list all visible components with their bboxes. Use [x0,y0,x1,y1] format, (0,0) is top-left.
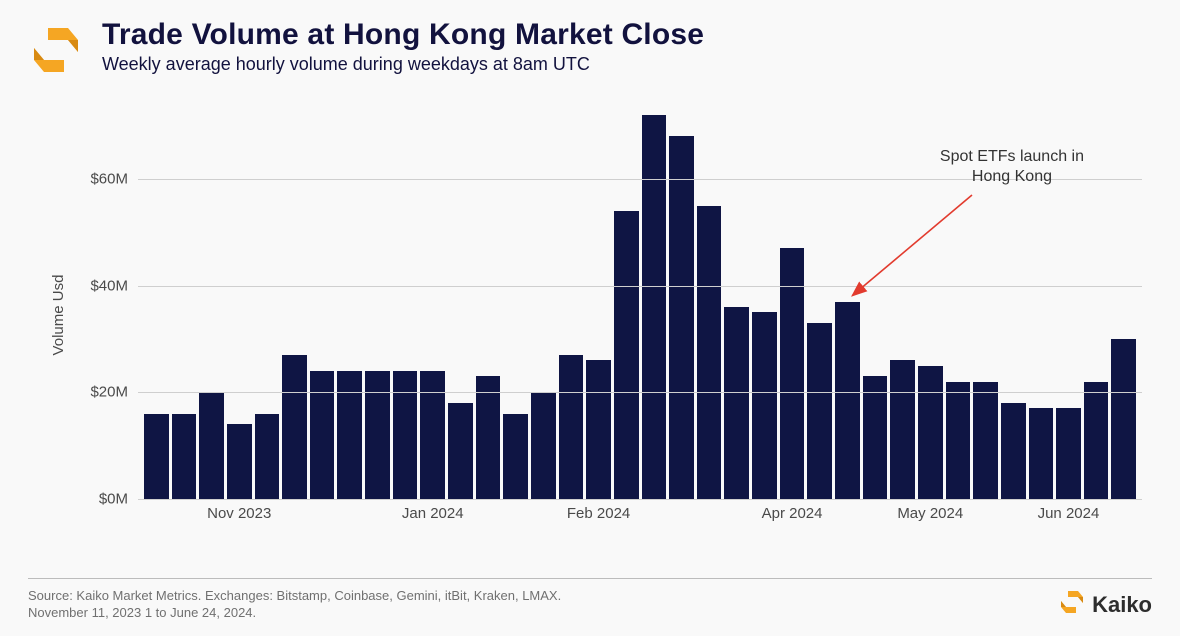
bar [199,392,224,499]
bar [310,371,335,499]
bar [890,360,915,499]
title-block: Trade Volume at Hong Kong Market Close W… [102,18,704,75]
bar [752,312,777,499]
bar [614,211,639,499]
x-axis: Nov 2023 Jan 2024 Feb 2024 Apr 2024 May 2024… [138,499,1142,539]
bars-container [138,99,1142,499]
bar [255,414,280,499]
kaiko-logo-icon [28,22,84,83]
bar [144,414,169,499]
y-tick-label: $20M [90,384,128,401]
source-text: Source: Kaiko Market Metrics. Exchanges:… [28,587,561,622]
bar [503,414,528,499]
x-tick-label: Jun 2024 [1038,505,1100,522]
bar [946,382,971,499]
chart-area: Volume Usd $0M$20M$40M$60MSpot ETFs laun… [28,91,1152,539]
gridline [138,392,1142,393]
bar [586,360,611,499]
x-tick-label: Jan 2024 [402,505,464,522]
y-tick-label: $40M [90,277,128,294]
bar [172,414,197,499]
bar [227,424,252,499]
bar [724,307,749,499]
y-tick-label: $60M [90,171,128,188]
bar [863,376,888,499]
bar [420,371,445,499]
x-tick-label: Nov 2023 [207,505,271,522]
x-tick-label: Apr 2024 [762,505,823,522]
chart-title: Trade Volume at Hong Kong Market Close [102,18,704,52]
bar [448,403,473,499]
kaiko-footer-logo-icon [1058,588,1086,622]
bar [1001,403,1026,499]
bar [559,355,584,499]
chart-subtitle: Weekly average hourly volume during week… [102,54,704,75]
bar [393,371,418,499]
plot-region: $0M$20M$40M$60MSpot ETFs launch inHong K… [138,99,1142,499]
brand-block: Kaiko [1058,588,1152,622]
bar [918,366,943,499]
y-axis-title: Volume Usd [50,275,67,356]
x-tick-label: Feb 2024 [567,505,630,522]
page: Trade Volume at Hong Kong Market Close W… [0,0,1180,636]
bar [365,371,390,499]
gridline [138,286,1142,287]
bar [807,323,832,499]
y-tick-label: $0M [99,491,128,508]
bar [642,115,667,499]
source-line-1: Source: Kaiko Market Metrics. Exchanges:… [28,587,561,605]
bar [337,371,362,499]
header: Trade Volume at Hong Kong Market Close W… [28,18,1152,83]
bar [973,382,998,499]
bar [1084,382,1109,499]
bar [835,302,860,499]
source-line-2: November 11, 2023 1 to June 24, 2024. [28,604,561,622]
bar [282,355,307,499]
bar [1111,339,1136,499]
gridline [138,179,1142,180]
bar [1056,408,1081,499]
bar [697,206,722,499]
bar [476,376,501,499]
bar [669,136,694,499]
bar [1029,408,1054,499]
x-tick-label: May 2024 [897,505,963,522]
footer: Source: Kaiko Market Metrics. Exchanges:… [28,578,1152,622]
brand-name: Kaiko [1092,592,1152,618]
bar [531,392,556,499]
